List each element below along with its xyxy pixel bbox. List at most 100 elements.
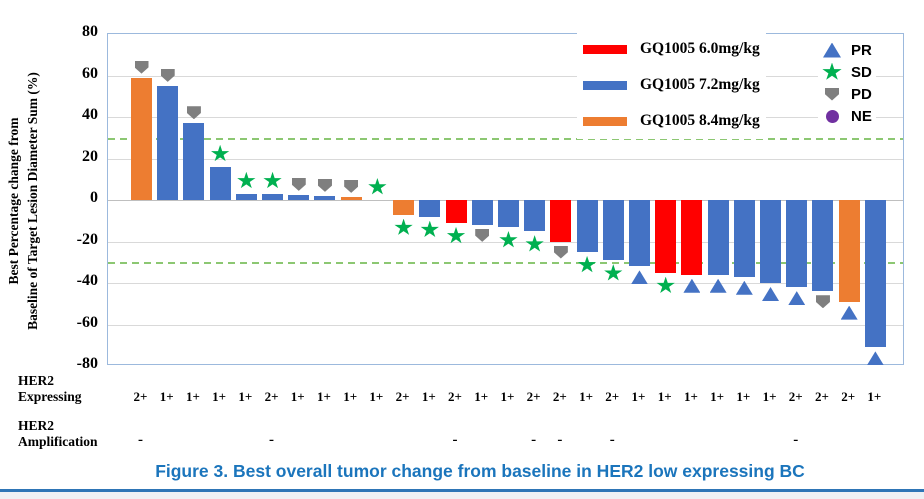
star-legend-icon [822,62,842,81]
sd-marker-icon [237,171,256,189]
waterfall-bar [419,200,441,217]
pd-marker-icon [553,245,568,259]
her2-expressing-value: 2+ [788,389,803,404]
pentagon-legend-icon [822,85,842,103]
waterfall-bar [864,200,886,348]
sd-marker-icon [368,178,387,195]
footer-strip [0,492,924,499]
waterfall-bar [445,200,467,223]
y-tick-label: 80 [82,23,98,40]
dose-legend-entry: GQ1005 8.4mg/kg [583,103,760,139]
waterfall-bar [733,200,755,277]
response-legend-label: PR [851,41,872,59]
waterfall-bar [628,200,650,267]
dose-legend-label: GQ1005 8.4mg/kg [640,112,760,129]
her2-expressing-value: 2+ [841,389,856,404]
pd-marker-icon [317,178,332,192]
reference-line--30 [108,262,903,265]
her2-amplification-value: - [531,432,537,448]
sd-marker-icon [656,276,675,294]
her2-amplification-value: - [138,432,143,448]
sd-marker-icon [822,62,842,80]
pr-marker-icon [823,42,841,58]
waterfall-bar [550,200,572,242]
response-legend-entry: SD [822,61,872,83]
gridline-20 [108,158,903,160]
her2-expressing-value: 2+ [552,389,567,404]
her2-expressing-value: 2+ [264,389,279,404]
her2-expressing-value: 1+ [290,389,305,404]
sd-marker-icon [525,235,544,252]
her2-expressing-value: 2+ [814,389,829,404]
circle-legend-icon [822,107,842,125]
pr-marker-icon [683,278,701,293]
waterfall-bar [497,200,519,227]
dose-legend-label: GQ1005 6.0mg/kg [640,40,760,57]
her2-expressing-value: 1+ [317,389,331,404]
response-legend-entry: NE [822,105,872,127]
waterfall-bar [471,200,493,225]
sd-marker-icon [394,218,413,235]
y-tick-label: 60 [82,64,98,82]
plot-area [107,33,904,366]
y-tick-label: -60 [76,313,98,331]
waterfall-bar [131,77,152,200]
waterfall-bar [157,85,179,200]
waterfall-bar [262,193,284,200]
her2-expressing-value: 2+ [133,389,148,404]
her2-amplification-value: - [793,432,799,448]
her2-expressing-value: 1+ [736,389,751,404]
dose-swatch-icon [583,44,627,54]
her2-expressing-value: 1+ [238,389,253,404]
her2-expressing-value: 1+ [343,389,358,404]
response-legend-entry: PR [822,39,872,61]
pr-marker-icon [762,287,780,301]
her2-expressing-value: 1+ [159,389,174,404]
pr-marker-icon [788,291,806,306]
waterfall-bar [340,196,362,200]
dose-swatch-icon [583,80,627,90]
her2-expressing-value: 1+ [369,389,384,404]
dose-swatch-icon [583,116,627,126]
pd-marker-icon [291,177,306,191]
waterfall-bar [393,200,415,215]
y-axis-title-line1: Best Percentage change from [6,117,21,285]
pr-marker-icon [866,351,884,366]
waterfall-bar [314,195,336,200]
her2-expressing-value: 1+ [683,389,698,404]
pd-marker-icon [160,68,175,82]
her2-amplification-value: - [557,432,563,448]
sd-marker-icon [577,255,597,273]
sd-marker-icon [211,144,230,162]
triangle-legend-icon [822,41,842,59]
her2-expressing-value: 1+ [762,389,777,404]
sd-marker-icon [263,171,282,189]
sd-marker-icon [499,230,518,248]
reference-line-30 [108,137,903,140]
sd-marker-icon [420,220,439,237]
waterfall-bar [786,200,808,288]
dose-legend-label: GQ1005 7.2mg/kg [640,76,760,93]
gridline-40 [108,117,903,118]
pr-marker-icon [840,305,858,320]
waterfall-bar [655,200,677,273]
waterfall-bar [812,200,834,292]
y-tick-label: -20 [76,230,98,248]
waterfall-bar [838,200,860,302]
response-legend-label: NE [851,107,872,125]
dose-legend-entry: GQ1005 6.0mg/kg [583,31,760,67]
pd-marker-icon [344,179,359,193]
waterfall-bar [183,123,205,200]
y-tick-label: 40 [82,106,98,123]
her2-expressing-value: 1+ [867,389,882,404]
y-tick-label: 20 [82,147,98,165]
gridline--60 [108,324,903,326]
waterfall-bar [524,200,546,232]
waterfall-bar [209,166,231,200]
waterfall-bar [288,194,310,200]
gridline-60 [108,75,903,77]
figure-title: Figure 3. Best overall tumor change from… [155,461,805,481]
her2-expressing-value: 2+ [395,389,410,404]
her2-amplification-value: - [452,432,458,448]
